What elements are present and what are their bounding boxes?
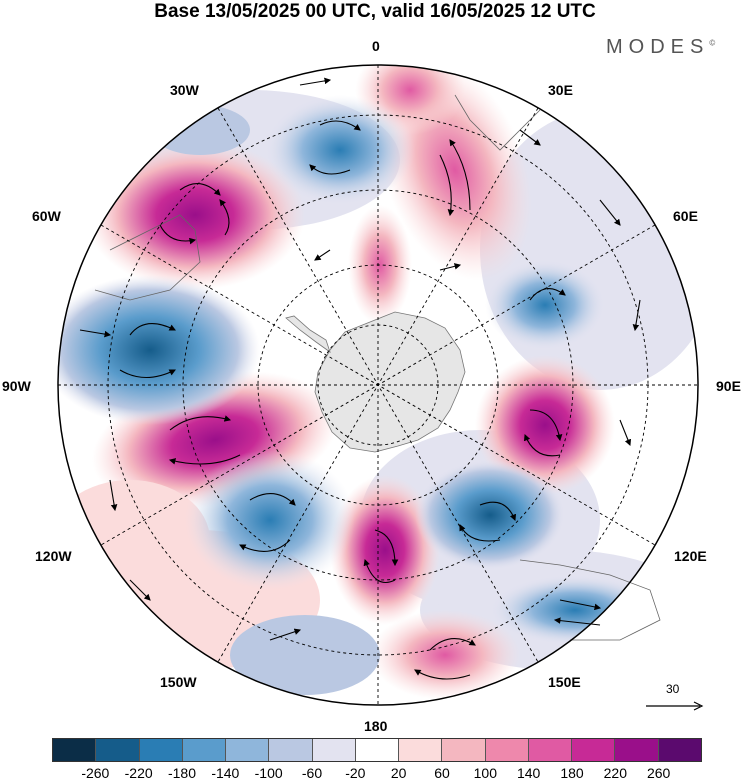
wind-vector-arrow bbox=[459, 524, 501, 542]
wind-vector-arrow bbox=[179, 183, 221, 196]
lon-label-90e: 90E bbox=[716, 378, 741, 394]
colorbar-tick-label: -180 bbox=[167, 765, 197, 781]
wind-vector-arrow bbox=[79, 329, 112, 338]
colorbar-segment bbox=[571, 739, 615, 761]
colorbar-tick-label: -220 bbox=[124, 765, 153, 781]
wind-vector-arrow bbox=[159, 224, 197, 245]
wind-vector-arrow bbox=[239, 539, 291, 552]
reference-vector-label: 30 bbox=[666, 682, 680, 696]
colorbar-tick-label: 20 bbox=[390, 765, 407, 781]
wind-vector-arrow bbox=[168, 454, 241, 465]
wind-vector-arrow bbox=[319, 120, 361, 131]
wind-vector-arrow bbox=[269, 628, 302, 641]
wind-vector-arrow bbox=[529, 288, 566, 301]
lon-label-120w: 120W bbox=[35, 548, 72, 564]
colorbar-tick-label: 100 bbox=[473, 765, 497, 781]
wind-vector-arrow bbox=[519, 129, 541, 146]
wind-vector-arrow bbox=[363, 558, 396, 584]
wind-vector-arrow bbox=[109, 479, 118, 512]
wind-vector-arrow bbox=[559, 599, 602, 611]
colorbar-tick-label: -60 bbox=[301, 765, 323, 781]
wind-vector-arrow bbox=[299, 77, 332, 86]
colorbar-segment bbox=[527, 739, 572, 761]
lon-label-30e: 30E bbox=[548, 82, 573, 98]
antarctic-peninsula bbox=[285, 315, 331, 354]
graticule bbox=[58, 65, 698, 705]
lon-label-30w: 30W bbox=[170, 82, 199, 98]
colorbar-ticks: -260 -220 -180 -140 -100 -60 -20 20 60 100 140 180 2… bbox=[0, 765, 750, 783]
lon-label-90w: 90W bbox=[2, 378, 31, 394]
colorbar-tick-label: 60 bbox=[434, 765, 450, 781]
wind-vector-arrow bbox=[632, 299, 641, 332]
reference-vector: 30 bbox=[644, 682, 704, 712]
wind-vector-arrow bbox=[309, 164, 351, 175]
wind-vector-arrow bbox=[599, 199, 621, 226]
colorbar-tick-label: -100 bbox=[254, 765, 283, 781]
field-shading bbox=[58, 65, 698, 705]
brand-mark: © bbox=[709, 38, 716, 48]
lon-label-180: 180 bbox=[364, 718, 388, 734]
wind-vector-arrow bbox=[439, 263, 462, 271]
colorbar-tick-label: -20 bbox=[345, 765, 366, 781]
colorbar-segment bbox=[268, 739, 312, 761]
wind-vector-arrow bbox=[439, 154, 455, 217]
australia-coast bbox=[519, 559, 661, 641]
map-title: Base 13/05/2025 00 UTC, valid 16/05/2025… bbox=[154, 1, 596, 22]
wind-vector-arrow bbox=[219, 199, 230, 236]
wind-vectors bbox=[79, 77, 641, 680]
wind-vector-arrow bbox=[249, 493, 296, 506]
south-america-coast bbox=[94, 214, 201, 301]
colorbar-segment bbox=[354, 739, 399, 761]
polar-map bbox=[57, 64, 699, 706]
wind-vector-arrow bbox=[129, 323, 176, 336]
colorbar-segment bbox=[138, 739, 182, 761]
colorbar bbox=[52, 738, 702, 762]
colorbar-segment bbox=[441, 739, 485, 761]
lon-label-150e: 150E bbox=[548, 674, 581, 690]
wind-vector-arrow bbox=[169, 415, 232, 431]
wind-vector-arrow bbox=[414, 669, 471, 680]
wind-vector-arrow bbox=[529, 409, 563, 442]
wind-vector-arrow bbox=[553, 617, 601, 626]
lon-label-0: 0 bbox=[372, 38, 380, 54]
wind-vector-arrow bbox=[449, 139, 471, 211]
colorbar-segment bbox=[311, 739, 355, 761]
wind-vector-arrow bbox=[523, 433, 561, 457]
colorbar-tick-label: 140 bbox=[516, 765, 541, 781]
wind-vector-arrow bbox=[119, 369, 176, 379]
colorbar-segment bbox=[614, 739, 658, 761]
colorbar-tick-label: 260 bbox=[646, 765, 671, 781]
wind-vector-arrow bbox=[479, 501, 517, 522]
antarctica-landmass bbox=[314, 311, 466, 453]
wind-vector-arrow bbox=[129, 579, 151, 601]
wind-vector-arrow bbox=[429, 638, 476, 651]
map-boundary bbox=[57, 64, 699, 706]
lon-label-60e: 60E bbox=[673, 208, 698, 224]
colorbar-segment bbox=[484, 739, 528, 761]
lon-label-120e: 120E bbox=[674, 548, 707, 564]
wind-vector-arrow bbox=[374, 529, 399, 567]
wind-vector-arrow bbox=[314, 249, 331, 261]
lon-label-150w: 150W bbox=[160, 674, 197, 690]
colorbar-segment bbox=[657, 739, 701, 761]
wind-vector-arrow bbox=[619, 419, 632, 447]
lon-label-60w: 60W bbox=[32, 208, 61, 224]
colorbar-tick-label: 180 bbox=[560, 765, 584, 781]
colorbar-segment bbox=[225, 739, 269, 761]
colorbar-segment bbox=[95, 739, 139, 761]
colorbar-tick-label: -260 bbox=[81, 765, 110, 781]
colorbar-tick-label: -140 bbox=[211, 765, 240, 781]
brand-text: MODES bbox=[606, 36, 710, 58]
colorbar-tick-label: 220 bbox=[603, 765, 627, 781]
africa-coast bbox=[454, 94, 541, 151]
modes-logo: MODES© bbox=[606, 36, 715, 59]
colorbar-segment bbox=[181, 739, 226, 761]
colorbar-segment bbox=[53, 739, 96, 761]
colorbar-segment bbox=[398, 739, 442, 761]
reference-vector-arrow bbox=[646, 701, 704, 711]
